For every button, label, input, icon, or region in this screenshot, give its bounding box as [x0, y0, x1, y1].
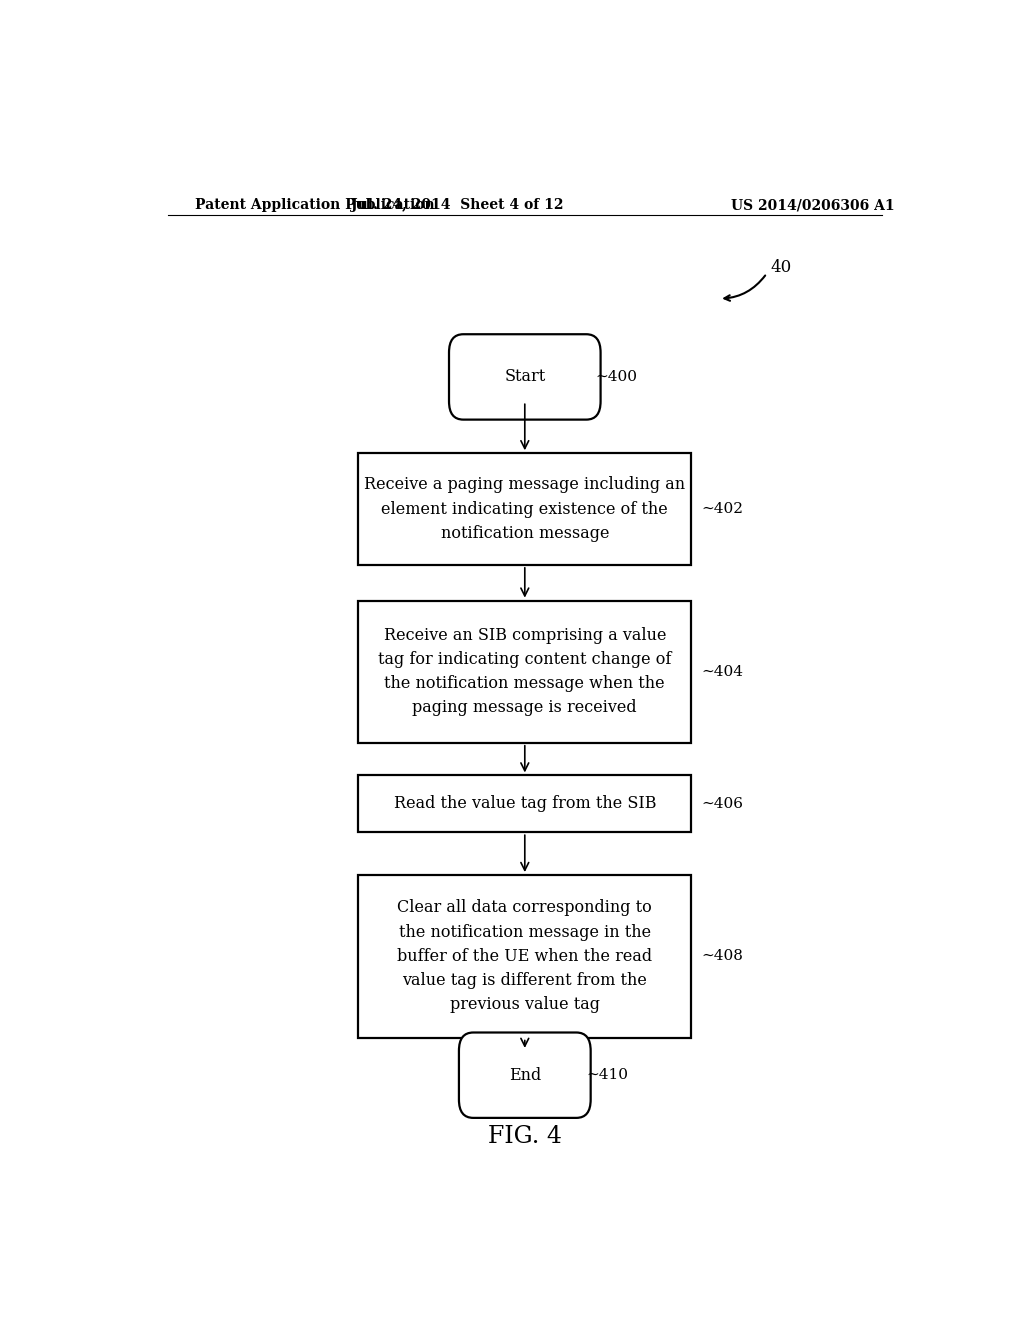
- FancyBboxPatch shape: [449, 334, 601, 420]
- Text: ∼408: ∼408: [701, 949, 742, 964]
- Text: ∼404: ∼404: [701, 665, 743, 678]
- Text: Receive an SIB comprising a value
tag for indicating content change of
the notif: Receive an SIB comprising a value tag fo…: [378, 627, 672, 717]
- Text: ∼410: ∼410: [586, 1068, 628, 1082]
- Text: ∼406: ∼406: [701, 797, 743, 810]
- Text: ∼402: ∼402: [701, 502, 743, 516]
- FancyBboxPatch shape: [358, 453, 691, 565]
- Text: ∼400: ∼400: [596, 370, 638, 384]
- FancyBboxPatch shape: [459, 1032, 591, 1118]
- Text: Receive a paging message including an
element indicating existence of the
notifi: Receive a paging message including an el…: [365, 477, 685, 541]
- Text: Clear all data corresponding to
the notification message in the
buffer of the UE: Clear all data corresponding to the noti…: [397, 899, 652, 1012]
- Text: Jul. 24, 2014  Sheet 4 of 12: Jul. 24, 2014 Sheet 4 of 12: [351, 198, 563, 213]
- FancyBboxPatch shape: [358, 775, 691, 833]
- Text: Patent Application Publication: Patent Application Publication: [196, 198, 435, 213]
- Text: Read the value tag from the SIB: Read the value tag from the SIB: [393, 796, 656, 812]
- Text: 40: 40: [771, 259, 793, 276]
- Text: End: End: [509, 1067, 541, 1084]
- Text: US 2014/0206306 A1: US 2014/0206306 A1: [731, 198, 895, 213]
- FancyBboxPatch shape: [358, 601, 691, 743]
- FancyBboxPatch shape: [358, 875, 691, 1038]
- Text: FIG. 4: FIG. 4: [487, 1125, 562, 1147]
- Text: Start: Start: [504, 368, 546, 385]
